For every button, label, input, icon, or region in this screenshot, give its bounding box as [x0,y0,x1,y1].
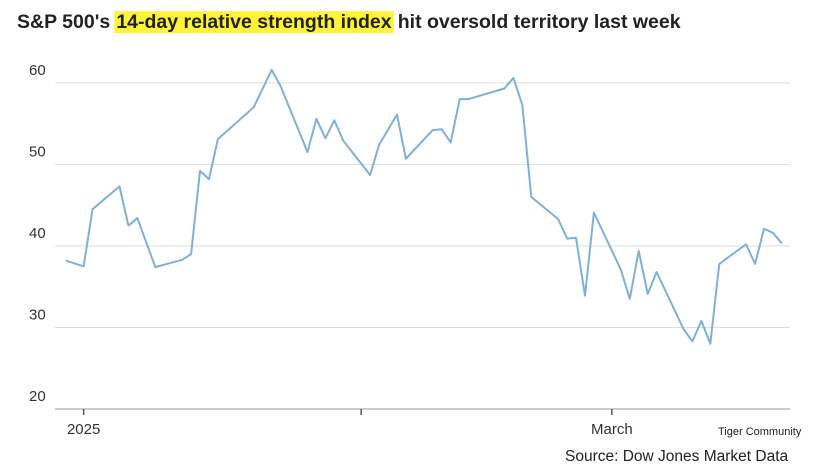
y-tick-label: 20 [29,388,46,405]
y-tick-label: 50 [29,143,46,160]
title-part: 14-day relative strength index [116,11,391,33]
y-tick-label: 30 [29,306,46,323]
y-tick-label: 60 [29,62,46,79]
watermark: Tiger Community [718,426,802,438]
title-part: S&P 500's [17,11,110,33]
title-highlight [114,11,394,34]
rsi-line [65,68,783,345]
source: Source: Dow Jones Market Data [565,448,789,465]
x-tick-label: March [591,421,633,438]
x-tick-label: 2025 [67,421,100,438]
chart-title: S&P 500's 14-day relative strength index h… [17,11,681,34]
title-part: hit oversold territory last week [398,11,681,33]
y-tick-label: 40 [29,225,46,242]
